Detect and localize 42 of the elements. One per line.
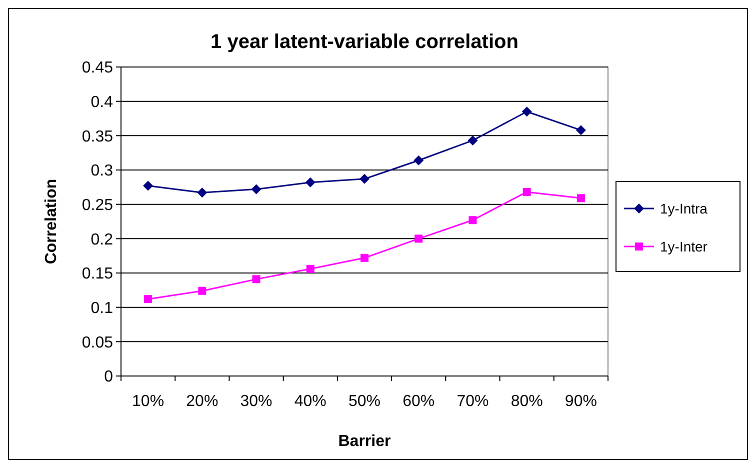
y-tick-label: 0.15 bbox=[82, 266, 114, 283]
x-tick-label: 80% bbox=[510, 393, 543, 410]
point bbox=[305, 177, 316, 188]
point bbox=[252, 275, 260, 284]
y-tick-label: 0.1 bbox=[90, 300, 114, 317]
y-tick-label: 0.35 bbox=[82, 128, 114, 146]
y-tick-label: 0.25 bbox=[82, 196, 114, 214]
x-tick-label: 90% bbox=[564, 393, 597, 410]
y-tick-label: 0 bbox=[104, 368, 114, 386]
chart-title: 1 year latent-variable correlation bbox=[210, 31, 518, 53]
y-tick-label: 0.4 bbox=[90, 94, 114, 111]
point bbox=[144, 295, 152, 304]
y-tick-label: 0.45 bbox=[82, 60, 114, 77]
point bbox=[414, 155, 424, 166]
legend-label: 1y-Inter bbox=[660, 238, 708, 254]
point bbox=[360, 174, 370, 184]
x-tick-label: 10% bbox=[132, 393, 164, 410]
x-tick-label: 60% bbox=[402, 393, 435, 410]
point bbox=[468, 135, 478, 146]
point bbox=[468, 216, 477, 224]
point bbox=[306, 264, 314, 273]
point bbox=[143, 180, 154, 191]
point bbox=[251, 184, 262, 194]
point bbox=[576, 125, 586, 136]
x-tick-label: 50% bbox=[348, 393, 381, 410]
y-tick-label: 0.05 bbox=[82, 334, 114, 352]
point bbox=[522, 106, 532, 117]
x-tick-label: 20% bbox=[186, 393, 218, 410]
legend-label: 1y-Intra bbox=[660, 200, 708, 216]
point bbox=[360, 254, 368, 262]
y-tick-label: 0.3 bbox=[90, 162, 114, 180]
point bbox=[522, 188, 531, 196]
x-tick-label: 70% bbox=[456, 393, 489, 410]
x-tick-label: 30% bbox=[240, 393, 272, 410]
x-tick-label: 40% bbox=[294, 393, 326, 410]
point bbox=[197, 188, 208, 198]
point bbox=[414, 234, 423, 243]
point bbox=[198, 286, 206, 295]
y-tick-label: 0.2 bbox=[90, 231, 114, 248]
y-axis-title: Correlation bbox=[43, 178, 60, 264]
point bbox=[576, 194, 585, 202]
x-axis-title: Barrier bbox=[338, 433, 391, 450]
